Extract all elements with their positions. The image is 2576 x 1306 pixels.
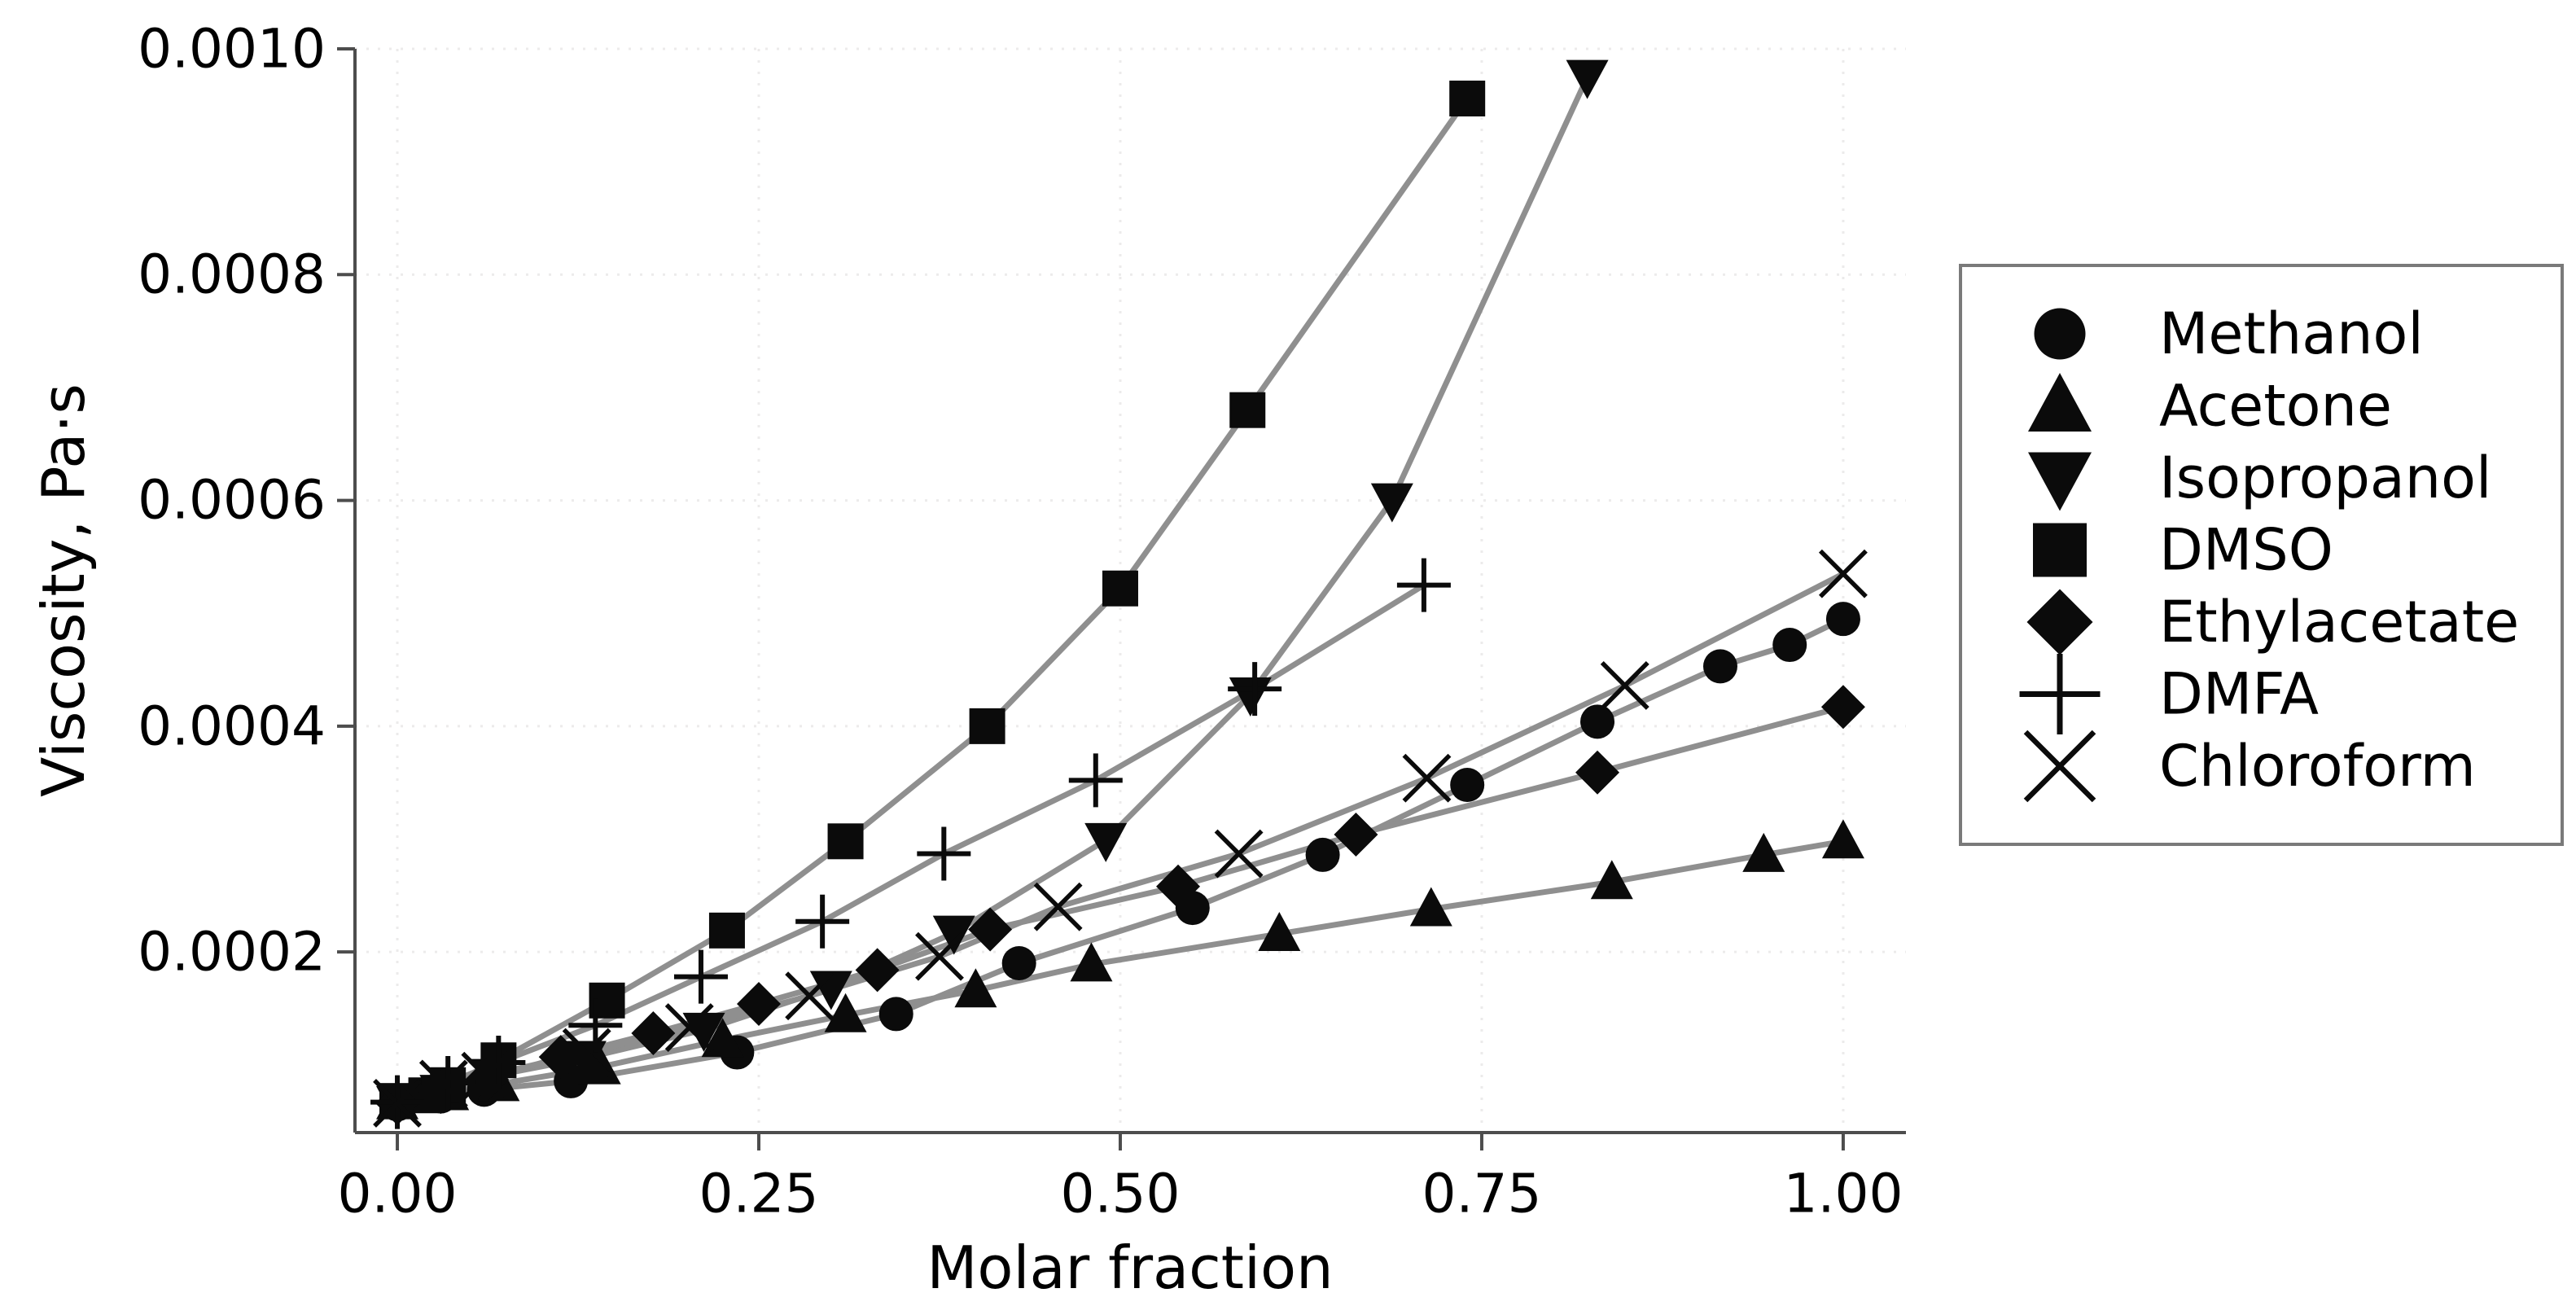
- y-tick-label-0.0002: 0.0002: [138, 921, 326, 984]
- marker-methanol-6: [1001, 946, 1036, 981]
- legend-marker-chloroform: [2023, 730, 2096, 803]
- marker-ethylacetate-10: [1575, 750, 1620, 795]
- y-tick-label-0.0006: 0.0006: [138, 469, 326, 532]
- marker-ethylacetate-8: [1156, 864, 1201, 909]
- y-axis-title: Viscosity, Pa·s: [29, 383, 98, 797]
- x-axis-title: Molar fraction: [927, 1234, 1333, 1302]
- marker-acetone-5: [824, 993, 867, 1032]
- legend-marker-methanol: [2034, 308, 2086, 360]
- marker-isopropanol-10: [1566, 59, 1609, 99]
- marker-methanol-12: [1772, 628, 1807, 663]
- marker-methanol-10: [1580, 704, 1615, 739]
- marker-acetone-10: [1590, 860, 1633, 900]
- marker-acetone-6: [954, 968, 997, 1008]
- marker-ethylacetate-9: [1334, 812, 1378, 857]
- marker-isopropanol-7: [1084, 822, 1128, 862]
- legend-label-methanol: Methanol: [2159, 300, 2424, 367]
- marker-chloroform-0: [373, 1079, 422, 1128]
- marker-dmso-5: [708, 912, 745, 949]
- marker-acetone-7: [1070, 942, 1113, 982]
- marker-methanol-5: [878, 997, 913, 1032]
- legend-label-chloroform: Chloroform: [2159, 733, 2476, 800]
- marker-dmso-7: [969, 708, 1005, 744]
- legend-marker-isopropanol: [2028, 452, 2092, 511]
- legend-label-dmfa: DMFA: [2159, 661, 2319, 728]
- legend-marker-ethylacetate: [2026, 589, 2093, 655]
- x-tick-label-1.00: 1.00: [1784, 1163, 1904, 1225]
- marker-chloroform-5: [785, 971, 835, 1021]
- legend-label-dmso: DMSO: [2159, 517, 2333, 584]
- legend-marker-dmso: [2033, 523, 2087, 577]
- marker-methanol-8: [1305, 837, 1340, 872]
- marker-methanol-13: [1825, 602, 1860, 637]
- marker-isopropanol-9: [1370, 483, 1413, 523]
- marker-acetone-9: [1409, 887, 1452, 927]
- series-line-isopropanol: [394, 74, 1591, 1107]
- marker-methanol-11: [1702, 649, 1737, 684]
- x-tick-label-0.75: 0.75: [1422, 1163, 1542, 1225]
- y-tick-label-0.0008: 0.0008: [138, 243, 326, 306]
- marker-chloroform-6: [915, 931, 964, 981]
- marker-chloroform-4: [664, 1003, 714, 1053]
- marker-acetone-12: [1821, 819, 1864, 859]
- marker-acetone-11: [1742, 832, 1785, 872]
- marker-chloroform-8: [1214, 829, 1264, 879]
- series-line-acetone: [394, 838, 1847, 1106]
- marker-chloroform-9: [1402, 753, 1452, 803]
- marker-acetone-8: [1258, 911, 1301, 951]
- marker-chloroform-7: [1033, 882, 1083, 931]
- marker-dmso-8: [1102, 570, 1138, 607]
- marker-dmso-6: [827, 823, 864, 860]
- marker-dmso-10: [1449, 81, 1486, 117]
- y-tick-label-0.0004: 0.0004: [138, 695, 326, 758]
- marker-ethylacetate-11: [1820, 685, 1865, 730]
- marker-chloroform-11: [1818, 549, 1868, 598]
- marker-isopropanol-5: [809, 971, 852, 1010]
- chart-render-layer: [337, 47, 2564, 1150]
- marker-ethylacetate-6: [855, 948, 900, 993]
- marker-chloroform-10: [1600, 661, 1649, 710]
- marker-isopropanol-6: [932, 915, 975, 955]
- marker-chloroform-2: [461, 1051, 510, 1101]
- marker-ethylacetate-5: [737, 981, 782, 1026]
- legend-label-acetone: Acetone: [2159, 373, 2392, 440]
- x-tick-label-0.50: 0.50: [1061, 1163, 1181, 1225]
- x-tick-label-0.00: 0.00: [338, 1163, 458, 1225]
- y-tick-label-0.0010: 0.0010: [138, 18, 326, 81]
- marker-methanol-9: [1450, 767, 1485, 802]
- marker-dmso-9: [1229, 392, 1266, 428]
- legend-label-ethylacetate: Ethylacetate: [2159, 589, 2519, 655]
- marker-chloroform-3: [562, 1028, 611, 1077]
- marker-chloroform-1: [418, 1059, 468, 1109]
- x-tick-label-0.25: 0.25: [699, 1163, 819, 1225]
- legend-marker-acetone: [2028, 373, 2092, 432]
- legend-label-isopropanol: Isopropanol: [2159, 445, 2491, 511]
- marker-ethylacetate-7: [968, 907, 1013, 952]
- marker-ethylacetate-4: [631, 1010, 676, 1055]
